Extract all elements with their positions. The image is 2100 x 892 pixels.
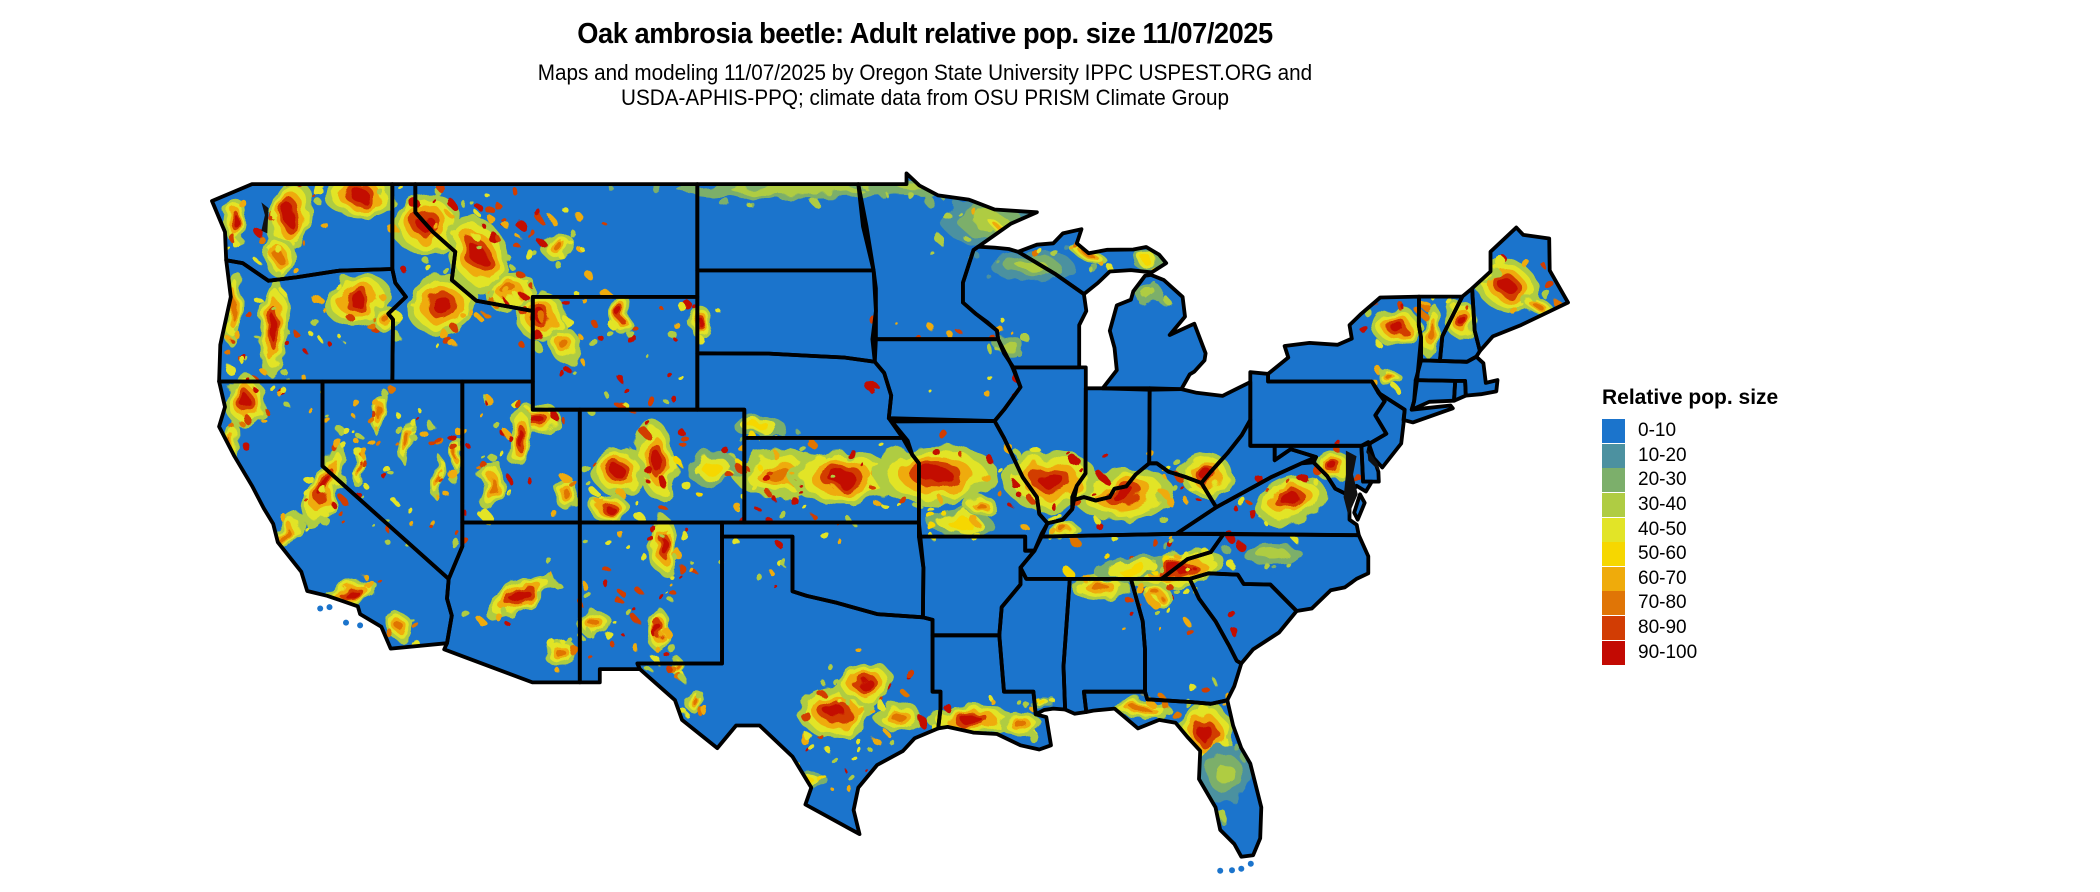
legend-label: 90-100 [1638,641,1698,663]
legend-swatch-0-10 [1602,419,1625,444]
legend-swatch-20-30 [1602,468,1625,493]
legend-item: 60-70 [1602,566,1778,592]
page-title: Oak ambrosia beetle: Adult relative pop.… [577,18,1273,50]
legend-item: 40-50 [1602,517,1778,542]
subtitle-line-1: Maps and modeling 11/07/2025 by Oregon S… [537,60,1313,85]
legend-label: 10-20 [1638,444,1687,466]
header: Oak ambrosia beetle: Adult relative pop.… [0,18,1850,110]
legend-swatch-40-50 [1602,517,1625,542]
legend-label: 70-80 [1638,592,1687,614]
legend-swatch-80-90 [1602,616,1625,641]
legend-item: 50-60 [1602,542,1778,567]
legend-label: 40-50 [1638,518,1687,540]
legend-label: 0-10 [1638,420,1677,442]
legend-item: 10-20 [1602,443,1778,469]
legend-label: 80-90 [1638,617,1687,639]
legend-item: 90-100 [1602,640,1778,665]
legend-label: 60-70 [1638,567,1687,589]
legend-swatch-50-60 [1602,542,1625,567]
legend-item: 20-30 [1602,468,1778,493]
legend-swatch-30-40 [1602,493,1625,518]
legend-label: 20-30 [1638,469,1687,491]
legend-label: 30-40 [1638,494,1687,516]
legend: Relative pop. size 0-10 10-20 20-30 30-40 40… [1602,386,1778,665]
legend-item: 0-10 [1602,419,1778,444]
subtitle-line-2: USDA-APHIS-PPQ; climate data from OSU PR… [621,84,1229,110]
legend-title: Relative pop. size [1602,386,1779,409]
legend-rows: 0-10 10-20 20-30 30-40 40-50 50-60 60-70 70-80 8… [1602,419,1778,665]
legend-item: 70-80 [1602,591,1778,616]
legend-swatch-90-100 [1602,640,1625,665]
legend-item: 80-90 [1602,616,1778,641]
legend-swatch-10-20 [1602,443,1625,468]
legend-swatch-60-70 [1602,566,1625,591]
legend-label: 50-60 [1638,543,1687,565]
legend-item: 30-40 [1602,493,1778,518]
legend-swatch-70-80 [1602,591,1625,616]
